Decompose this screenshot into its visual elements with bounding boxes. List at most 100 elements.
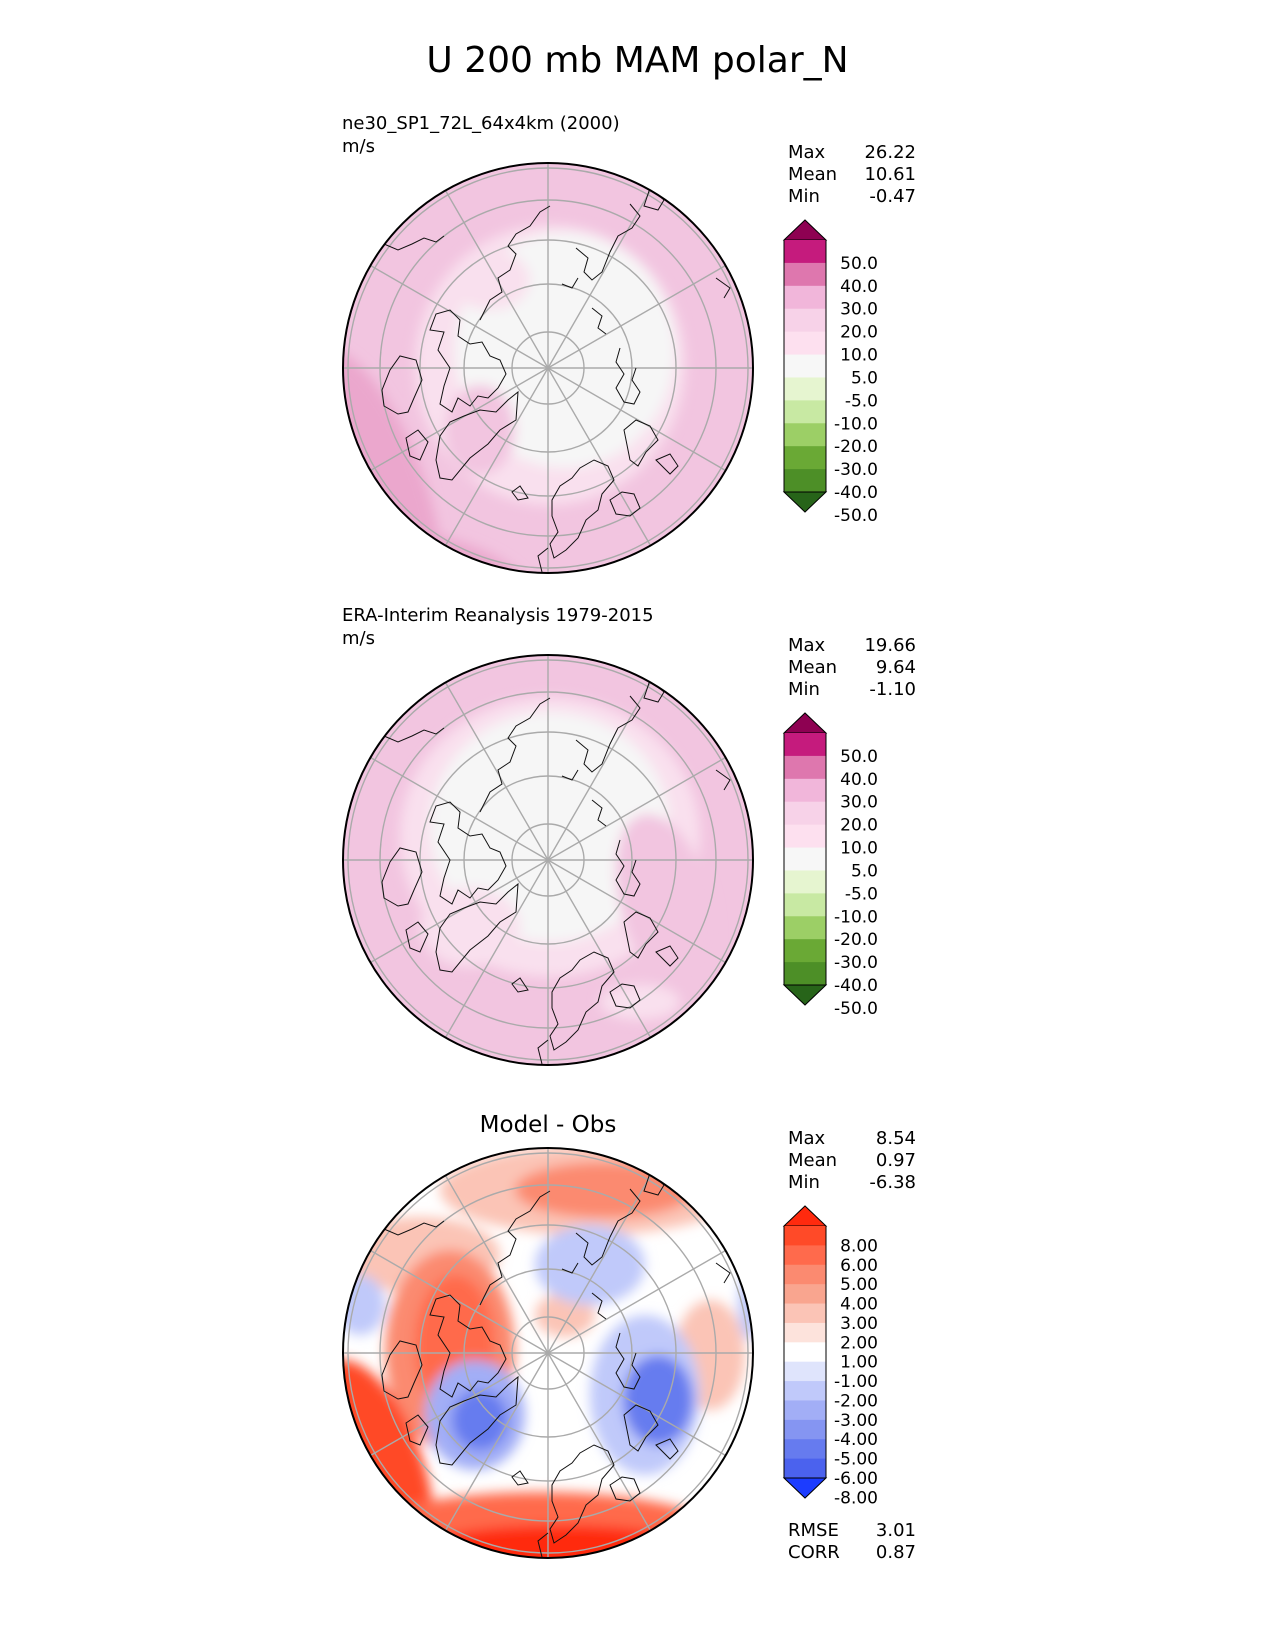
- coastline: [429, 801, 507, 905]
- colorbar-segment: [784, 423, 826, 447]
- colorbar-segment: [784, 847, 826, 871]
- colorbar-segment: [784, 916, 826, 940]
- colorbar-segment: [784, 1284, 826, 1305]
- colorbar-extend-min: [782, 491, 828, 513]
- stat-min: Min -6.38: [788, 1172, 916, 1193]
- colorbar-test: 50.0 40.0 30.0 20.0 10.05.0 -5.0 -10.0 -20.0 -30…: [782, 219, 878, 526]
- coastline: [575, 695, 641, 773]
- colorbar-tick-label: 5.00: [840, 1275, 878, 1295]
- colorbar-tick-label: 4.00: [840, 1295, 878, 1315]
- contour-fills: [343, 225, 685, 573]
- meridian-line: [444, 367, 549, 546]
- stat-mean: Mean 0.97: [788, 1150, 916, 1171]
- colorbar-tick-label: -3.00: [834, 1411, 878, 1431]
- colorbar-tick-label: 20.0: [840, 816, 878, 836]
- colorbar-segment: [784, 1419, 826, 1440]
- contour-region: [445, 385, 515, 475]
- meridian-line: [547, 859, 652, 1038]
- meridian-line: [370, 859, 549, 964]
- meridian-line: [547, 756, 726, 861]
- colorbar-segment: [784, 801, 826, 826]
- stat-min: Min -1.10: [788, 679, 916, 700]
- panel-name: ne30_SP1_72L_64x4km (2000): [342, 113, 620, 134]
- map-field: [343, 1148, 753, 1558]
- colorbar-segment: [784, 1245, 826, 1266]
- colorbar-segment: [784, 1361, 826, 1382]
- meridian-line: [547, 682, 652, 861]
- coastline: [615, 1332, 641, 1390]
- contour-region: [430, 712, 670, 942]
- colorbar-tick-label: -50.0: [834, 506, 878, 526]
- colorbar-tick-label: -5.0: [845, 884, 878, 904]
- colorbar-tick-label: -6.00: [834, 1469, 878, 1489]
- coastline: [561, 1262, 579, 1274]
- coastline: [609, 983, 641, 1009]
- colorbar-segment: [784, 1322, 826, 1343]
- coastline: [405, 429, 429, 461]
- coastline: [479, 205, 551, 321]
- coastline: [537, 1532, 549, 1558]
- contour-region: [410, 1525, 710, 1558]
- coastline: [575, 1188, 641, 1266]
- colorbar-segment: [784, 1342, 826, 1363]
- colorbar-tick-label: -4.00: [834, 1430, 878, 1450]
- meridian-line: [444, 190, 549, 369]
- coastline: [623, 911, 659, 959]
- coastline: [549, 1444, 615, 1544]
- panel-title-test: ne30_SP1_72L_64x4km (2000) m/s: [342, 112, 620, 158]
- meridian-line: [547, 367, 726, 472]
- stats-reference: Max 19.66 Mean 9.64 Min -1.10: [788, 635, 916, 701]
- stat-mean: Mean 9.64: [788, 657, 916, 678]
- polar-map-diff: [342, 1147, 754, 1559]
- meridian-line: [370, 264, 549, 369]
- contour-region: [420, 887, 520, 967]
- colorbar-tick-label: 40.0: [840, 277, 878, 297]
- colorbar-tick-label: -40.0: [834, 976, 878, 996]
- colorbar-diff: 8.006.005.004.003.002.001.00-1.00-2.00-3…: [782, 1205, 878, 1508]
- stat-max: Max 26.22: [788, 142, 916, 163]
- coastline: [655, 945, 679, 967]
- coastline: [537, 1039, 549, 1065]
- coastline: [655, 1438, 679, 1460]
- colorbar-segment: [784, 755, 826, 780]
- colorbar-tick-label: 10.0: [840, 346, 878, 366]
- coastline: [479, 1190, 551, 1306]
- colorbar-segment: [784, 1226, 826, 1246]
- colorbar-segment: [784, 469, 826, 493]
- graticule: [343, 1148, 753, 1558]
- contour-region: [450, 250, 530, 310]
- coastline: [591, 1292, 607, 1320]
- colorbar-tick-label: -8.00: [834, 1488, 878, 1508]
- stat-max: Max 8.54: [788, 1128, 916, 1149]
- colorbar-segment: [784, 778, 826, 803]
- coastline: [655, 453, 679, 475]
- colorbar-segment: [784, 285, 826, 310]
- colorbar-tick-label: -40.0: [834, 483, 878, 503]
- contour-region: [515, 1162, 695, 1218]
- coastline: [537, 547, 549, 573]
- coastline: [479, 697, 551, 813]
- meridian-line: [547, 367, 652, 546]
- coastline: [429, 309, 507, 413]
- colorbar-extend-max: [782, 219, 828, 241]
- panel-title-reference: ERA-Interim Reanalysis 1979-2015 m/s: [342, 604, 654, 650]
- coastline: [381, 1340, 423, 1400]
- colorbar-tick-label: 3.00: [840, 1314, 878, 1334]
- meridian-line: [547, 1352, 726, 1457]
- coastline: [609, 1476, 641, 1502]
- colorbar-segment: [784, 1458, 826, 1479]
- colorbar-tick-label: -1.00: [834, 1372, 878, 1392]
- colorbar-segment: [784, 308, 826, 333]
- coastline: [609, 491, 641, 517]
- colorbar-segment: [784, 1439, 826, 1460]
- meridian-line: [547, 1249, 726, 1354]
- colorbar-tick-label: 5.0: [851, 861, 878, 881]
- colorbar-segment: [784, 893, 826, 917]
- coastline: [405, 921, 429, 953]
- colorbar-segment: [784, 240, 826, 264]
- colorbar-tick-label: 8.00: [840, 1236, 878, 1256]
- meridian-line: [547, 1175, 652, 1354]
- colorbar-tick-label: -20.0: [834, 930, 878, 950]
- coastline: [715, 769, 731, 791]
- diff-title: Model - Obs: [479, 1112, 617, 1138]
